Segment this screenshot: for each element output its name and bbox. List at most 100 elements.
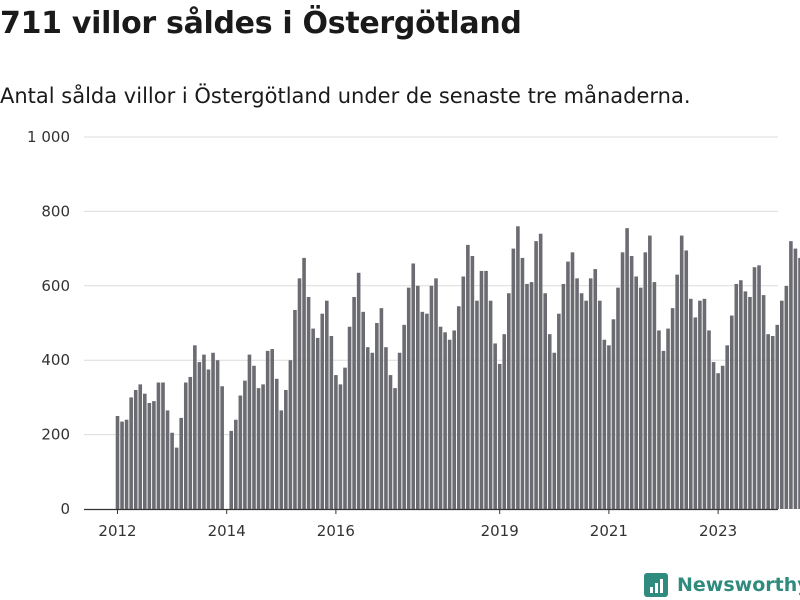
x-tick-label: 2023 — [699, 522, 737, 540]
bar — [311, 328, 315, 509]
bar — [220, 386, 224, 509]
bar — [661, 350, 666, 509]
chart-title: 711 villor såldes i Östergötland — [0, 6, 522, 41]
newsworthy-logo[interactable]: Newsworthy — [644, 570, 800, 600]
bar — [202, 354, 206, 509]
bar — [784, 285, 789, 509]
bar — [120, 421, 124, 509]
bar — [734, 283, 739, 509]
bar — [611, 319, 616, 509]
bar — [334, 375, 338, 509]
bar — [288, 360, 293, 509]
bar — [265, 350, 270, 509]
bar — [543, 293, 547, 509]
bar — [456, 306, 461, 509]
bar — [243, 380, 247, 509]
bar — [256, 388, 261, 509]
bar — [529, 282, 534, 509]
bar — [502, 334, 507, 509]
bar — [602, 339, 607, 509]
bar — [475, 300, 479, 509]
bar — [361, 311, 365, 509]
y-tick-label: 200 — [41, 426, 70, 444]
bar — [675, 274, 679, 509]
bar — [197, 362, 202, 509]
bar — [352, 296, 356, 509]
bar — [206, 369, 211, 509]
bar — [761, 295, 766, 509]
bar — [616, 287, 620, 509]
bar — [707, 330, 711, 509]
bar-series — [115, 226, 800, 509]
bar — [325, 300, 329, 509]
bar — [461, 276, 466, 509]
bar — [425, 313, 429, 509]
bar — [452, 330, 456, 509]
bar — [507, 293, 511, 509]
bar — [470, 256, 475, 509]
bar — [570, 252, 575, 509]
bar — [693, 317, 698, 509]
bar — [670, 308, 675, 509]
bar — [170, 432, 174, 509]
bar — [748, 296, 752, 509]
bar — [129, 397, 133, 509]
y-tick-label: 1 000 — [27, 128, 70, 146]
bar — [607, 345, 611, 509]
bar — [406, 287, 411, 509]
bar — [193, 345, 197, 509]
bar — [766, 334, 770, 509]
bar — [711, 362, 716, 509]
bar — [593, 269, 598, 509]
bar — [566, 261, 570, 509]
bar — [798, 257, 800, 509]
bar — [780, 300, 784, 509]
bar — [429, 285, 434, 509]
bar — [484, 270, 488, 509]
bar — [520, 257, 525, 509]
y-tick-label: 0 — [60, 500, 70, 518]
bar — [466, 244, 470, 509]
bar — [397, 352, 402, 509]
bar — [557, 313, 561, 509]
y-tick-label: 800 — [41, 202, 70, 220]
bar — [638, 287, 643, 509]
bar — [384, 347, 388, 509]
x-tick-label: 2014 — [208, 522, 246, 540]
bar — [652, 282, 657, 509]
bar — [629, 256, 634, 509]
bar — [516, 226, 520, 509]
bar — [347, 326, 352, 509]
bar — [702, 298, 707, 509]
bar — [211, 352, 215, 509]
bar — [365, 347, 370, 509]
bar — [438, 326, 443, 509]
bar — [252, 365, 256, 509]
bar-chart-icon — [644, 573, 668, 597]
bar — [420, 311, 425, 509]
bar — [698, 300, 702, 509]
bar — [156, 382, 161, 509]
bar — [679, 235, 684, 509]
bar — [729, 315, 734, 509]
bar — [179, 417, 183, 509]
bar — [375, 323, 379, 509]
bar — [598, 300, 602, 509]
bar — [497, 363, 502, 509]
bar — [443, 332, 447, 509]
bar — [493, 343, 497, 509]
bar — [411, 263, 416, 509]
bar — [320, 313, 325, 509]
bar — [293, 309, 297, 509]
bar — [634, 276, 638, 509]
bar — [343, 367, 347, 509]
bar — [238, 395, 243, 509]
bar — [775, 324, 780, 509]
bar — [752, 267, 757, 509]
bar — [447, 339, 452, 509]
chart-subtitle: Antal sålda villor i Östergötland under … — [0, 84, 691, 108]
bar — [552, 352, 557, 509]
bar — [739, 280, 743, 509]
bar — [648, 235, 652, 509]
bar — [279, 410, 284, 509]
